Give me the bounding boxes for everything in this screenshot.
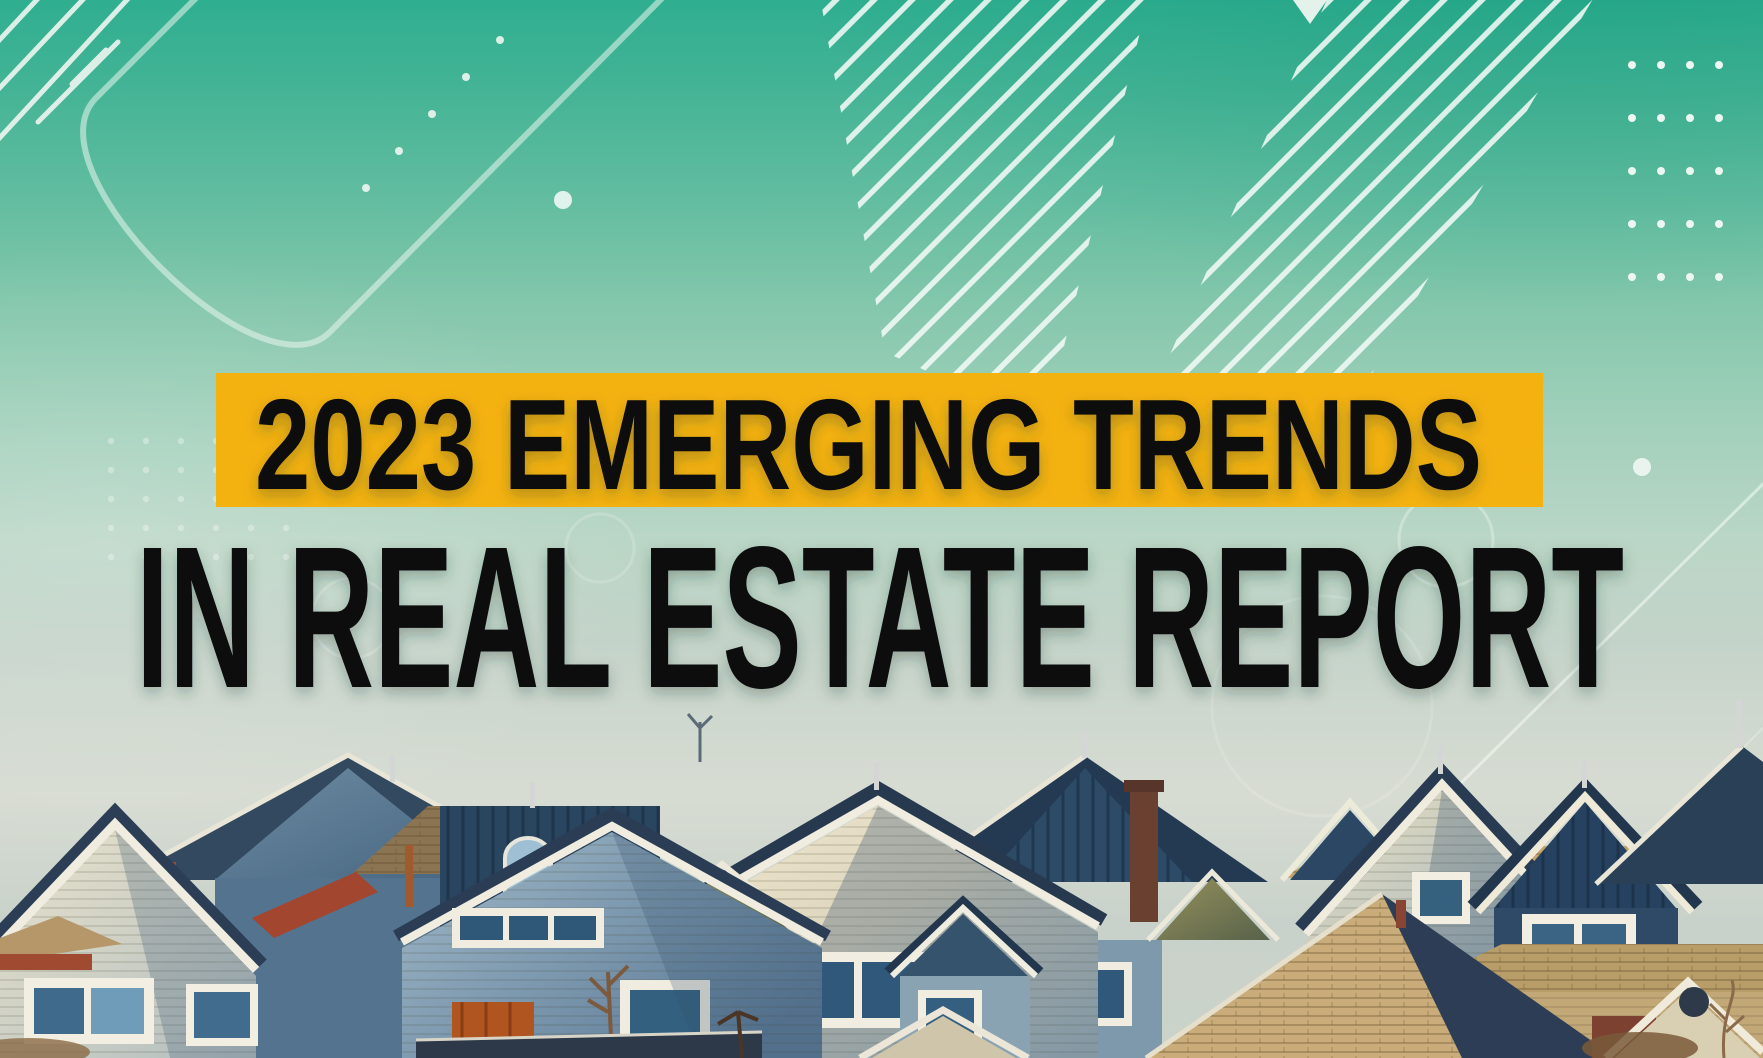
headline-eyebrow: 2023 EMERGING TRENDS (255, 373, 1482, 517)
white-triangle (1293, 0, 1327, 24)
satellite-dish (1679, 987, 1709, 1017)
houses-photo (0, 640, 1763, 1058)
house-far-right (1594, 700, 1763, 886)
olive-gable-right (1146, 868, 1280, 942)
sky-decorations (0, 0, 1763, 818)
capsule-loop-outline (80, 0, 665, 348)
hatch-chevron-left-arm (820, 0, 1148, 425)
bottom-right-foreground (1582, 976, 1763, 1058)
window (186, 984, 258, 1046)
house-far-left-cream (0, 802, 267, 1058)
foreground-tan-roof (1144, 891, 1616, 1058)
dotted-diagonal (362, 36, 504, 192)
headline: 2023 EMERGING TRENDS IN REAL ESTATE REPO… (136, 373, 1624, 730)
hatch-chevron-right-arm (1130, 0, 1593, 445)
corner-diagonal-lines (0, 0, 131, 142)
white-dot (554, 191, 572, 209)
antenna (686, 713, 714, 762)
chimney (1124, 780, 1164, 922)
bottom-center-foreground (0, 713, 1030, 1058)
dot-grid-right (1627, 34, 1743, 326)
window-strip (452, 908, 604, 948)
headline-highlight-bar (216, 373, 1543, 507)
white-dot (1633, 458, 1651, 476)
headline-title: IN REAL ESTATE REPORT (136, 504, 1624, 730)
window (24, 978, 154, 1044)
